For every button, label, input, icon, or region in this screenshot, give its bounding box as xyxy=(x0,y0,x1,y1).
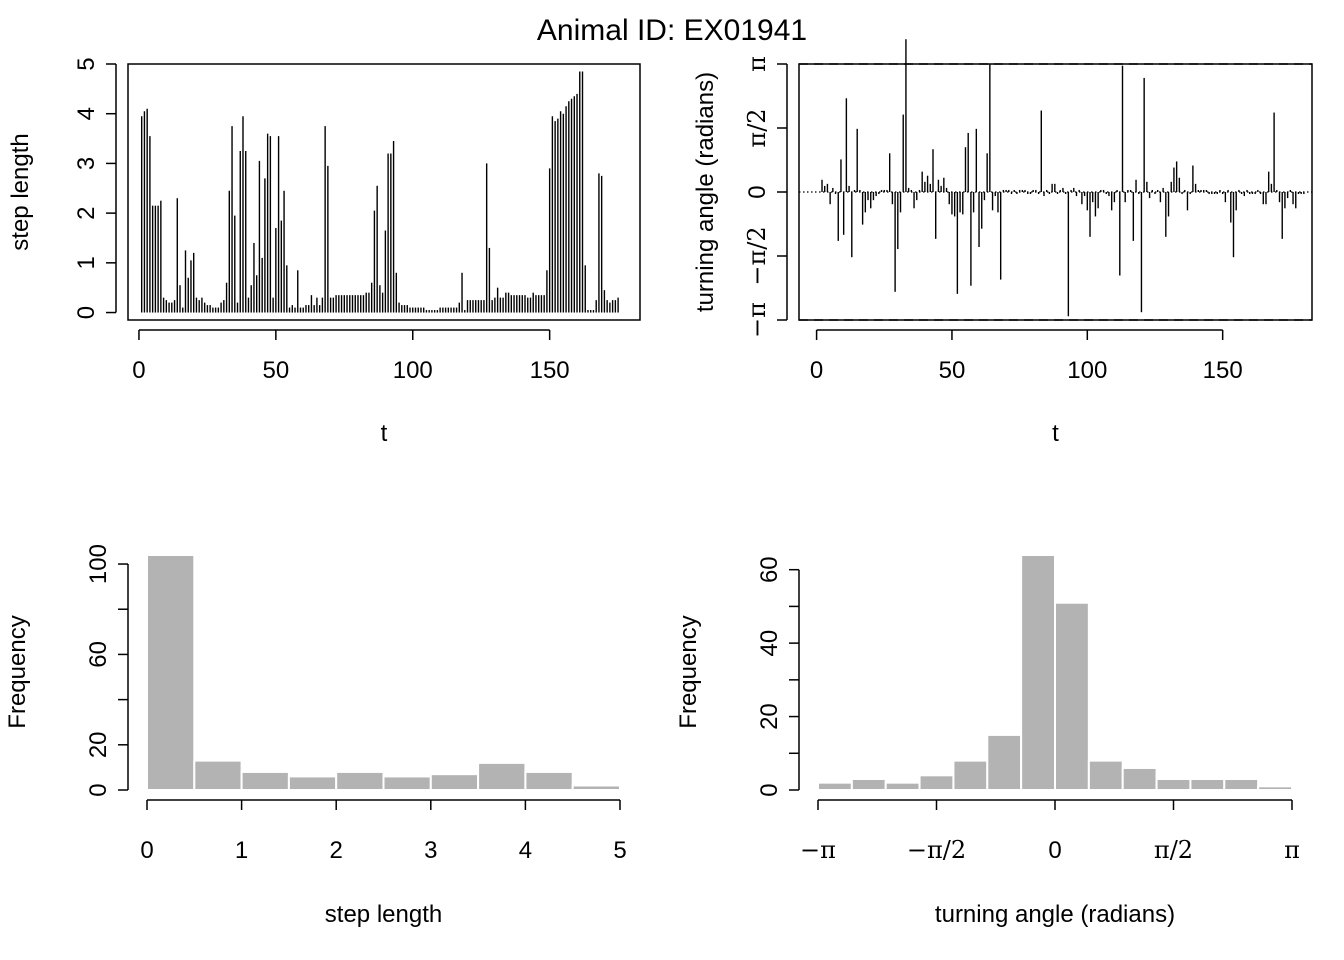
x-tick-label: 5 xyxy=(613,837,626,864)
histogram-bar xyxy=(817,781,853,791)
y-tick-label: 3 xyxy=(73,157,100,170)
y-tick-label: 0 xyxy=(756,783,783,796)
x-tick-label: 0 xyxy=(810,357,823,384)
y-tick-label: 0 xyxy=(744,185,771,198)
x-tick-label: 0 xyxy=(140,837,153,864)
histogram-bar xyxy=(287,775,338,792)
y-axis-title: turning angle (radians) xyxy=(692,72,719,312)
y-tick-label: 5 xyxy=(73,57,100,70)
x-tick-label: 50 xyxy=(939,357,966,384)
histogram-bar xyxy=(382,775,432,792)
histogram-bar xyxy=(1223,777,1260,791)
histogram-bar xyxy=(884,781,921,791)
x-tick-label: π xyxy=(1284,836,1300,864)
x-tick-label: 2 xyxy=(330,837,343,864)
y-tick-label: 60 xyxy=(85,641,112,668)
x-tick-label: −π xyxy=(800,836,836,864)
step-length-series-panel: 0 50 100 150 t 0 1 2 3 4 5 step length xyxy=(7,57,641,447)
histogram-bar xyxy=(429,773,480,791)
histogram-bar xyxy=(952,759,989,791)
x-tick-label: 100 xyxy=(393,357,433,384)
turning-angle-series-panel: 0 50 100 150 t −π −π/2 0 π/2 π turning angle (radi… xyxy=(692,39,1313,447)
y-tick-label: 40 xyxy=(756,630,783,657)
histogram-bar xyxy=(335,770,385,792)
histogram-bar xyxy=(193,759,243,791)
y-tick-label: −π xyxy=(743,302,771,338)
histogram-bar xyxy=(1121,766,1158,791)
x-axis-title: t xyxy=(1052,420,1059,447)
x-tick-label: −π/2 xyxy=(907,836,966,864)
histogram-bar xyxy=(1087,759,1124,791)
histogram-bar xyxy=(1054,601,1090,791)
y-axis-title: Frequency xyxy=(4,615,31,728)
x-tick-label: 50 xyxy=(262,357,289,384)
x-tick-label: 1 xyxy=(235,837,248,864)
plot-frame xyxy=(127,63,641,321)
y-tick-label: −π/2 xyxy=(743,226,771,285)
y-axis-title: step length xyxy=(7,133,34,250)
histogram-bar xyxy=(146,554,196,791)
x-tick-label: 150 xyxy=(1203,357,1243,384)
histogram-bar xyxy=(1257,785,1293,791)
y-tick-label: 60 xyxy=(756,556,783,583)
histogram-bar xyxy=(850,777,887,791)
x-tick-label: 3 xyxy=(424,837,437,864)
histogram-bar xyxy=(1020,554,1057,791)
histogram-bar xyxy=(477,761,527,792)
y-tick-label: 0 xyxy=(73,306,100,319)
histogram-bar xyxy=(571,784,622,792)
histogram-bar xyxy=(986,733,1023,791)
y-tick-label: 2 xyxy=(73,206,100,219)
x-tick-label: 150 xyxy=(530,357,570,384)
histogram-bar xyxy=(240,770,290,792)
y-tick-label: 4 xyxy=(73,107,100,120)
y-tick-label: 100 xyxy=(85,544,112,584)
x-axis-title: t xyxy=(381,420,388,447)
y-axis-title: Frequency xyxy=(675,615,702,728)
x-axis-title: step length xyxy=(325,901,442,928)
x-tick-label: 100 xyxy=(1067,357,1107,384)
histogram-bar xyxy=(1155,777,1192,791)
y-tick-label: 0 xyxy=(85,783,112,796)
x-tick-label: 4 xyxy=(519,837,532,864)
histogram-bar xyxy=(1189,777,1226,791)
step-length-histogram-panel: 0 1 2 3 4 5 step length 0 20 60 100 Frequency xyxy=(4,544,627,928)
y-tick-label: 1 xyxy=(73,256,100,269)
figure-title: Animal ID: EX01941 xyxy=(537,14,807,47)
y-tick-label: 20 xyxy=(756,703,783,730)
histogram-bar xyxy=(524,770,574,792)
y-tick-label: π/2 xyxy=(743,108,771,147)
y-tick-label: π xyxy=(743,56,771,72)
histogram-bar xyxy=(918,774,955,791)
x-axis-title: turning angle (radians) xyxy=(935,901,1175,928)
x-tick-label: π/2 xyxy=(1154,836,1193,864)
y-tick-label: 20 xyxy=(85,731,112,758)
x-tick-label: 0 xyxy=(132,357,145,384)
x-tick-label: 0 xyxy=(1048,837,1061,864)
turning-angle-histogram-panel: −π −π/2 0 π/2 π turning angle (radians) 0 20 40 6… xyxy=(675,554,1300,928)
